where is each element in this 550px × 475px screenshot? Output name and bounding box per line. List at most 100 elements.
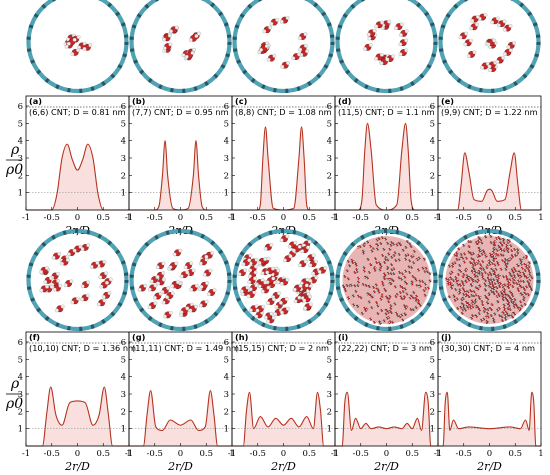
panel: (h)(15,15) CNT; D = 2 nm -1 -0.5 0 0.5 1 1 2 3 4 5… bbox=[224, 228, 338, 473]
panel-title: (i)(22,22) CNT; D = 3 nm bbox=[335, 332, 438, 353]
x-tick-label: 0 bbox=[384, 449, 389, 459]
panel-description: (11,11) CNT; D = 1.49 nm bbox=[132, 343, 239, 353]
y-tick-label: 5 bbox=[430, 119, 435, 129]
panel-letter: (g) bbox=[132, 332, 146, 342]
panel: (b)(7,7) CNT; D = 0.95 nm -1 -0.5 0 0.5 1 1 2 3 4… bbox=[121, 0, 235, 237]
density-area bbox=[26, 144, 129, 210]
y-tick-label: 3 bbox=[327, 154, 332, 164]
panel-description: (15,15) CNT; D = 2 nm bbox=[235, 343, 329, 353]
y-tick-label: 4 bbox=[430, 137, 435, 147]
y-tick-label: 5 bbox=[327, 119, 332, 129]
density-area bbox=[26, 387, 129, 446]
panel: (i)(22,22) CNT; D = 3 nm -1 -0.5 0 0.5 1 1 2 3 4 5… bbox=[327, 228, 441, 473]
y-tick-label: 3 bbox=[121, 390, 126, 400]
density-area bbox=[129, 390, 232, 446]
y-tick-label: 1 bbox=[121, 425, 126, 435]
nanotube-cross-section-image bbox=[26, 228, 129, 332]
y-tick-label: 3 bbox=[327, 390, 332, 400]
y-tick-label: 1 bbox=[430, 425, 435, 435]
x-tick-label: 1 bbox=[229, 449, 234, 459]
density-area bbox=[438, 152, 541, 210]
x-tick-label: 0.5 bbox=[302, 449, 316, 459]
x-tick-label: 1 bbox=[126, 449, 131, 459]
y-tick-label: 2 bbox=[121, 171, 126, 181]
panel-description: (11,5) CNT; D = 1.1 nm bbox=[338, 107, 435, 117]
y-tick-label: 4 bbox=[18, 137, 23, 147]
y-tick-label: 5 bbox=[224, 355, 229, 365]
x-tick-label: -1 bbox=[22, 449, 30, 459]
y-tick-label: 4 bbox=[121, 373, 126, 383]
x-tick-label: 0 bbox=[75, 449, 80, 459]
y-tick-label: 4 bbox=[224, 137, 229, 147]
x-tick-label: 0.5 bbox=[199, 213, 213, 223]
panel: (f)(10,10) CNT; D = 1.36 nm -1 -0.5 0 0.5 1 1 2… bbox=[18, 228, 136, 473]
density-area bbox=[129, 140, 232, 210]
y-tick-label: 3 bbox=[18, 390, 23, 400]
panel-description: (8,8) CNT; D = 1.08 nm bbox=[235, 107, 332, 117]
y-tick-label: 6 bbox=[224, 102, 229, 112]
x-tick-label: 0 bbox=[487, 213, 492, 223]
y-tick-label: 2 bbox=[327, 171, 332, 181]
x-tick-label: -0.5 bbox=[353, 449, 369, 459]
x-tick-label: -1 bbox=[125, 449, 133, 459]
panel-letter: (b) bbox=[132, 96, 146, 106]
panel-letter: (h) bbox=[235, 332, 249, 342]
panel: (g)(11,11) CNT; D = 1.49 nm -1 -0.5 0 0.5 1 1 2… bbox=[121, 228, 239, 473]
y-axis-label-row-1: ρ ρ0 bbox=[5, 142, 23, 178]
nanotube-cross-section-image bbox=[232, 0, 335, 94]
density-curve bbox=[128, 389, 232, 447]
panel-letter: (f) bbox=[29, 332, 40, 342]
y-tick-label: 4 bbox=[18, 373, 23, 383]
y-axis-label-row-2: ρ ρ0 bbox=[5, 376, 23, 412]
density-curve bbox=[128, 140, 232, 211]
panel-letter: (i) bbox=[338, 332, 349, 342]
nanotube-cross-section-image bbox=[335, 0, 438, 94]
x-tick-label: 0.5 bbox=[199, 449, 213, 459]
panel: (a)(6,6) CNT; D = 0.81 nm -1 -0.5 0 0.5 1 1 2 3 4… bbox=[18, 0, 132, 237]
x-tick-label: -0.5 bbox=[456, 449, 472, 459]
y-axis-label-top: ρ bbox=[10, 376, 20, 392]
y-tick-label: 2 bbox=[121, 407, 126, 417]
y-tick-label: 5 bbox=[327, 355, 332, 365]
panel-title: (h)(15,15) CNT; D = 2 nm bbox=[232, 332, 335, 353]
panels: (a)(6,6) CNT; D = 0.81 nm -1 -0.5 0 0.5 1 1 2 3 4… bbox=[18, 0, 544, 473]
x-tick-label: 0 bbox=[178, 449, 183, 459]
nanotube-cross-section-image bbox=[26, 0, 129, 94]
x-tick-label: 0 bbox=[178, 213, 183, 223]
panel-title: (e)(9,9) CNT; D = 1.22 nm bbox=[438, 96, 541, 117]
x-tick-label: 0 bbox=[487, 449, 492, 459]
x-tick-label: -0.5 bbox=[147, 449, 163, 459]
panel: (c)(8,8) CNT; D = 1.08 nm -1 -0.5 0 0.5 1 1 2 3 4… bbox=[224, 0, 338, 237]
x-tick-label: 0 bbox=[281, 213, 286, 223]
x-tick-label: 1 bbox=[332, 213, 337, 223]
y-tick-label: 6 bbox=[18, 102, 23, 112]
y-tick-label: 5 bbox=[121, 355, 126, 365]
panel-title: (j)(30,30) CNT; D = 4 nm bbox=[438, 332, 541, 353]
x-axis-label: 2r/D bbox=[167, 460, 193, 473]
panel-title: (f)(10,10) CNT; D = 1.36 nm bbox=[26, 332, 136, 353]
x-tick-label: -0.5 bbox=[147, 213, 163, 223]
panel-letter: (e) bbox=[441, 96, 454, 106]
nanotube-cross-section-image bbox=[438, 228, 541, 332]
x-tick-label: -1 bbox=[228, 213, 236, 223]
y-tick-label: 6 bbox=[327, 102, 332, 112]
panel-title: (b)(7,7) CNT; D = 0.95 nm bbox=[129, 96, 232, 117]
y-tick-label: 5 bbox=[121, 119, 126, 129]
x-tick-label: -1 bbox=[228, 449, 236, 459]
x-tick-label: -0.5 bbox=[44, 213, 60, 223]
y-tick-label: 6 bbox=[430, 102, 435, 112]
panel-title: (c)(8,8) CNT; D = 1.08 nm bbox=[232, 96, 335, 117]
density-area bbox=[335, 392, 438, 446]
x-tick-label: 0.5 bbox=[508, 449, 522, 459]
y-tick-label: 3 bbox=[430, 390, 435, 400]
y-tick-label: 2 bbox=[224, 407, 229, 417]
x-tick-label: -0.5 bbox=[44, 449, 60, 459]
y-tick-label: 4 bbox=[121, 137, 126, 147]
density-curve bbox=[231, 391, 335, 447]
x-tick-label: -0.5 bbox=[353, 213, 369, 223]
density-area bbox=[232, 392, 335, 446]
x-tick-label: 1 bbox=[126, 213, 131, 223]
y-tick-label: 2 bbox=[224, 171, 229, 181]
y-tick-label: 4 bbox=[224, 373, 229, 383]
